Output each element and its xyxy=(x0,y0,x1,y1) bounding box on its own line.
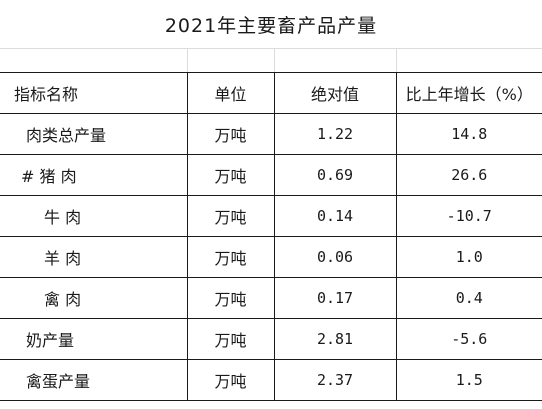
row-growth: 14.8 xyxy=(396,113,542,155)
grid-line xyxy=(187,49,188,73)
row-growth: 1.5 xyxy=(396,359,542,401)
table-row: # 猪 肉 万吨 0.69 26.6 xyxy=(0,154,542,196)
header-indicator-name: 指标名称 xyxy=(0,72,188,114)
row-value: 0.69 xyxy=(274,154,397,196)
row-unit: 万吨 xyxy=(187,277,275,319)
header-value: 绝对值 xyxy=(274,72,397,114)
row-unit: 万吨 xyxy=(187,195,275,237)
row-name: 奶产量 xyxy=(0,318,188,360)
row-unit: 万吨 xyxy=(187,236,275,278)
row-unit: 万吨 xyxy=(187,154,275,196)
row-unit: 万吨 xyxy=(187,113,275,155)
table-row: 肉类总产量 万吨 1.22 14.8 xyxy=(0,113,542,155)
row-name: 牛 肉 xyxy=(0,195,188,237)
row-growth: -10.7 xyxy=(396,195,542,237)
row-name: 禽 肉 xyxy=(0,277,188,319)
row-value: 2.81 xyxy=(274,318,397,360)
table-row: 牛 肉 万吨 0.14 -10.7 xyxy=(0,195,542,237)
grid-line xyxy=(274,49,275,73)
row-value: 0.17 xyxy=(274,277,397,319)
row-unit: 万吨 xyxy=(187,318,275,360)
row-name: # 猪 肉 xyxy=(0,154,188,196)
row-value: 2.37 xyxy=(274,359,397,401)
row-name: 肉类总产量 xyxy=(0,113,188,155)
table-row: 羊 肉 万吨 0.06 1.0 xyxy=(0,236,542,278)
header-growth: 比上年增长（%） xyxy=(396,72,542,114)
grid-line xyxy=(396,49,397,73)
row-growth: 26.6 xyxy=(396,154,542,196)
row-growth: 0.4 xyxy=(396,277,542,319)
row-name: 羊 肉 xyxy=(0,236,188,278)
row-growth: -5.6 xyxy=(396,318,542,360)
blank-grid-row xyxy=(0,48,542,73)
row-value: 0.06 xyxy=(274,236,397,278)
header-row: 指标名称 单位 绝对值 比上年增长（%） xyxy=(0,72,542,114)
data-table: 指标名称 单位 绝对值 比上年增长（%） 肉类总产量 万吨 1.22 14.8 … xyxy=(0,72,542,401)
row-name: 禽蛋产量 xyxy=(0,359,188,401)
table-title: 2021年主要畜产品产量 xyxy=(164,14,378,37)
row-value: 0.14 xyxy=(274,195,397,237)
table-row: 禽 肉 万吨 0.17 0.4 xyxy=(0,277,542,319)
table-row: 奶产量 万吨 2.81 -5.6 xyxy=(0,318,542,360)
row-value: 1.22 xyxy=(274,113,397,155)
row-growth: 1.0 xyxy=(396,236,542,278)
row-unit: 万吨 xyxy=(187,359,275,401)
table-row: 禽蛋产量 万吨 2.37 1.5 xyxy=(0,359,542,401)
header-unit: 单位 xyxy=(187,72,275,114)
